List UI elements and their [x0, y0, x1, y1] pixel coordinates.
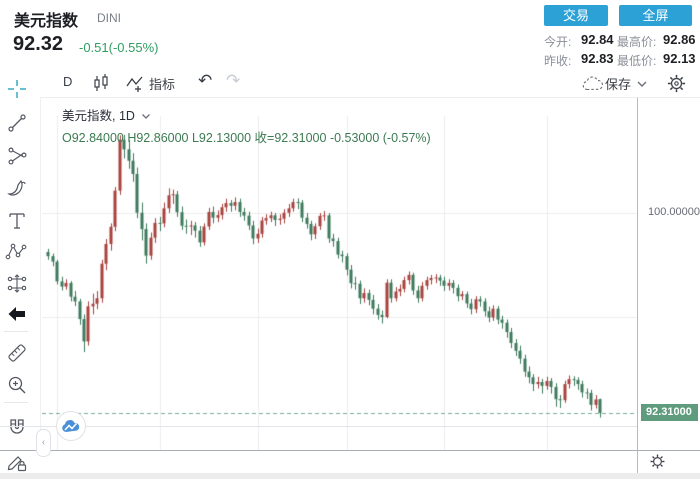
chevron-down-icon	[142, 114, 151, 119]
magnet-icon[interactable]	[5, 416, 29, 440]
chevron-down-icon[interactable]	[636, 80, 648, 88]
redo-icon[interactable]: ↷	[226, 71, 241, 90]
axis-settings-gear-icon[interactable]	[649, 453, 666, 470]
prediction-icon[interactable]	[5, 272, 29, 296]
bottom-strip	[0, 473, 700, 479]
indicator-icon[interactable]	[126, 75, 146, 93]
high-value: 92.86	[663, 32, 696, 47]
symbol-code: DINI	[97, 11, 121, 25]
back-arrow-icon[interactable]	[5, 302, 29, 326]
time-axis-border	[0, 450, 700, 451]
price-axis[interactable]: 100.00000 92.31000	[637, 98, 700, 450]
high-label: 最高价:	[617, 35, 657, 49]
price-change: -0.51(-0.55%)	[79, 40, 159, 55]
fib-tools-icon[interactable]	[5, 144, 29, 168]
text-tool-icon[interactable]	[5, 209, 29, 233]
price-chart-canvas[interactable]	[42, 98, 638, 450]
trade-button[interactable]: 交易	[544, 5, 608, 26]
gear-icon[interactable]	[666, 73, 687, 94]
save-button[interactable]: 保存	[605, 77, 632, 92]
crosshair-icon[interactable]	[5, 77, 29, 101]
chart-legend-ohlc: O92.84000 H92.86000 L92.13000 收=92.31000…	[62, 131, 431, 145]
low-value: 92.13	[663, 51, 696, 66]
trend-line-icon[interactable]	[5, 111, 29, 135]
sidebar-chart-divider	[40, 97, 41, 450]
open-label: 今开:	[544, 35, 572, 49]
brush-icon[interactable]	[5, 177, 29, 201]
pattern-icon[interactable]	[5, 241, 29, 265]
candlestick-style-icon[interactable]	[91, 73, 111, 93]
collapse-sidebar-tab[interactable]: ‹	[36, 429, 51, 457]
chart-frame-top	[40, 97, 700, 98]
ruler-icon[interactable]	[5, 341, 29, 365]
zoom-in-icon[interactable]	[5, 373, 29, 397]
legend-symbol-text: 美元指数, 1D	[62, 109, 135, 123]
cloud-chart-icon	[62, 419, 80, 432]
price-axis-border	[637, 98, 638, 473]
time-axis[interactable]: 3月4月5月6月7月8月22	[0, 450, 637, 473]
prev-close-value: 92.83	[581, 51, 614, 66]
undo-icon[interactable]: ↶	[198, 71, 213, 90]
interval-selector[interactable]: D	[63, 74, 73, 89]
low-label: 最低价:	[617, 54, 657, 68]
current-price: 92.32	[13, 33, 64, 55]
sidebar-divider	[4, 402, 28, 403]
indicator-button[interactable]: 指标	[149, 77, 176, 92]
prev-close-label: 昨收:	[544, 54, 572, 68]
cloud-save-icon	[582, 76, 603, 91]
open-value: 92.84	[581, 32, 614, 47]
price-axis-label: 100.00000	[648, 206, 700, 218]
fullscreen-button[interactable]: 全屏	[619, 5, 692, 26]
page-title: 美元指数	[14, 13, 79, 30]
pencil-lock-icon[interactable]	[5, 450, 29, 474]
chart-legend-symbol[interactable]: 美元指数, 1D	[62, 105, 151, 124]
last-price-label: 92.31000	[641, 404, 698, 421]
chart-bottom-separator	[0, 426, 637, 427]
sidebar-divider	[4, 331, 28, 332]
chart-restore-button[interactable]	[56, 411, 86, 441]
